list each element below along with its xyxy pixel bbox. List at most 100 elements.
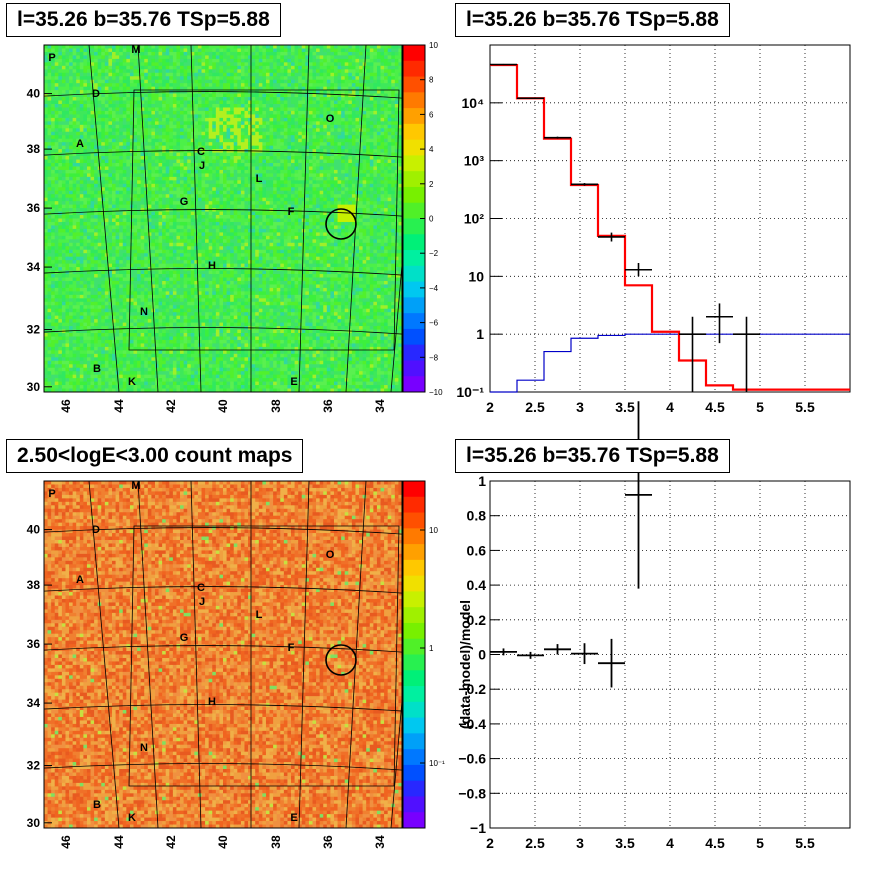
y-tick-label: 10 [468, 268, 484, 284]
region-label-K: K [128, 812, 136, 824]
x-tick-label: 4.5 [705, 399, 725, 415]
latitude-line [43, 763, 403, 771]
y-tick-label: 0.8 [467, 508, 487, 524]
region-label-F: F [288, 642, 295, 654]
colorbar-tick-label: 2 [429, 180, 434, 189]
x-tick-label: 3 [576, 835, 584, 851]
longitude-line [190, 480, 202, 829]
longitude-line [345, 480, 367, 829]
y-tick-label: 32 [27, 323, 41, 337]
region-label-J: J [199, 596, 205, 608]
y-tick-label: 0.6 [467, 542, 487, 558]
x-tick-label: 36 [321, 399, 335, 413]
map-panel-counts: P M D A CJ G L O F H N B K E 46 44 42 40 38 36 34 30 32 34 36 38 4… [27, 480, 422, 849]
top-right-title: l=35.26 b=35.76 TSp=5.88 [455, 3, 730, 37]
x-tick-label: 42 [164, 835, 178, 849]
y-tick-label: 34 [27, 696, 41, 710]
region-label-G: G [180, 632, 189, 644]
x-tick-label: 38 [269, 399, 283, 413]
x-tick-label: 34 [373, 835, 387, 849]
region-label-M: M [131, 44, 140, 56]
x-tick-label: 4.5 [705, 835, 725, 851]
y-tick-label: 10⁴ [462, 95, 485, 111]
bottom-right-title: l=35.26 b=35.76 TSp=5.88 [455, 439, 730, 473]
y-tick-label: 10⁻¹ [456, 384, 484, 400]
x-tick-label: 5 [756, 835, 764, 851]
spectrum-panel: 2 2.5 3 3.5 4 4.5 5 5.5 10⁻¹ 1 10 10² 10³ 10⁴ [456, 44, 851, 415]
colorbar-tick-label: 4 [429, 145, 434, 154]
region-label-G: G [180, 196, 189, 208]
colorbar-tick-label: 0 [429, 215, 434, 224]
region-label-L: L [256, 173, 263, 185]
region-label-A: A [76, 574, 84, 586]
x-tick-label: 2 [486, 399, 494, 415]
map-frame [43, 44, 403, 393]
region-label-K: K [128, 376, 136, 388]
region-label-C: C [197, 146, 205, 158]
top-left-title: l=35.26 b=35.76 TSp=5.88 [6, 3, 281, 37]
y-tick-label: −1 [470, 820, 486, 836]
region-label-F: F [288, 206, 295, 218]
region-label-B: B [93, 799, 101, 811]
y-tick-label: 40 [27, 87, 41, 101]
x-tick-label: 5.5 [795, 399, 815, 415]
region-boundary [128, 525, 400, 787]
colorbar-tick-label: −8 [429, 353, 439, 362]
y-tick-label: 0 [478, 647, 486, 663]
region-label-L: L [256, 609, 263, 621]
region-label-M: M [131, 480, 140, 492]
colorbar-tick-label: 10⁻¹ [429, 759, 445, 768]
region-label-D: D [92, 524, 100, 536]
y-tick-label: 34 [27, 260, 41, 274]
y-tick-label: −0.2 [458, 681, 486, 697]
y-tick-label: 10² [464, 211, 485, 227]
latitude-line [43, 91, 403, 99]
x-tick-label: 4 [666, 835, 674, 851]
total-model-line [490, 63, 850, 391]
region-label-N: N [140, 306, 148, 318]
region-label-H: H [208, 696, 216, 708]
y-tick-label: −0.6 [458, 751, 486, 767]
y-tick-label: 0.2 [467, 612, 487, 628]
longitude-line [88, 480, 120, 829]
region-label-N: N [140, 742, 148, 754]
y-tick-label: 30 [27, 816, 41, 830]
longitude-line [345, 44, 367, 393]
y-tick-label: 40 [27, 523, 41, 537]
y-tick-label: 38 [27, 142, 41, 156]
region-label-A: A [76, 138, 84, 150]
longitude-line [190, 44, 202, 393]
y-tick-label: 36 [27, 637, 41, 651]
region-label-E: E [290, 376, 297, 388]
x-tick-label: 38 [269, 835, 283, 849]
region-label-J: J [199, 160, 205, 172]
x-tick-label: 5 [756, 399, 764, 415]
map-panel-residual: P M D A CJ G L O F H N B K E 46 44 42 40 38 36 34 30 32 34 36 38 4… [27, 44, 422, 413]
x-tick-label: 40 [216, 399, 230, 413]
latitude-line [43, 209, 403, 217]
x-tick-label: 36 [321, 835, 335, 849]
y-tick-label: 10³ [464, 153, 485, 169]
x-tick-label: 3.5 [615, 399, 635, 415]
source-circle [325, 644, 357, 676]
region-label-O: O [326, 549, 335, 561]
latitude-line [43, 527, 403, 535]
y-tick-label: 36 [27, 201, 41, 215]
counts-colorbar: 10 1 10⁻¹ [402, 480, 445, 829]
latitude-line [43, 586, 403, 594]
region-label-D: D [92, 88, 100, 100]
x-tick-label: 2 [486, 835, 494, 851]
colorbar-tick-label: 6 [429, 110, 434, 119]
latitude-line [43, 327, 403, 335]
x-tick-label: 44 [112, 399, 126, 413]
longitude-line [137, 480, 159, 829]
colorbar-tick-label: 10 [429, 526, 438, 535]
region-label-B: B [93, 363, 101, 375]
y-tick-label: 1 [478, 473, 486, 489]
x-tick-label: 2.5 [525, 835, 545, 851]
residual-colorbar: 10 8 6 4 2 0 −2 −4 −6 −8 −10 [402, 41, 443, 397]
longitude-line [137, 44, 159, 393]
x-tick-label: 3.5 [615, 835, 635, 851]
colorbar-tick-label: 10 [429, 41, 438, 50]
